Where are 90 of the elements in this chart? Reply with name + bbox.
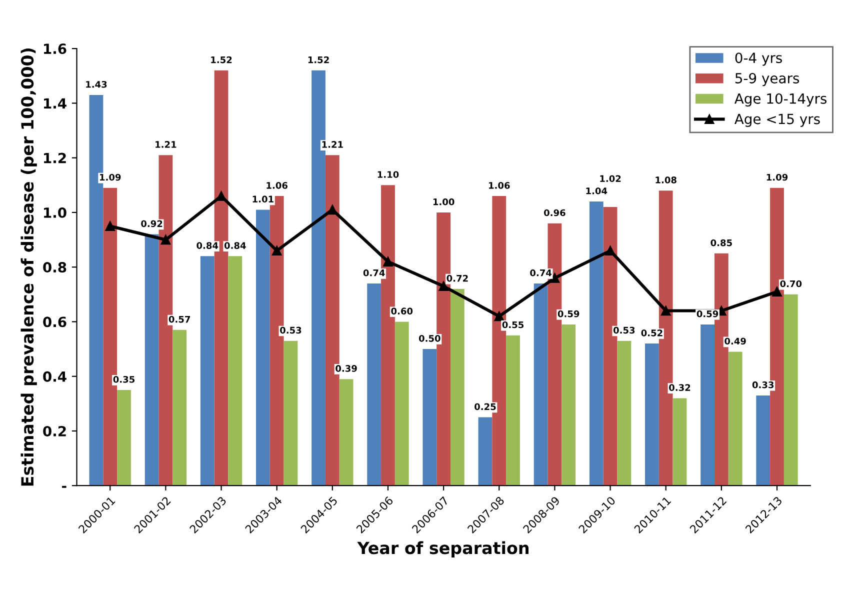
data-label: 1.01 — [252, 196, 274, 203]
y-tick-label: 1.4 — [44, 98, 66, 108]
data-label: 0.84 — [196, 242, 218, 249]
data-label: 0.57 — [168, 316, 190, 323]
bar — [478, 417, 492, 486]
data-label: 0.52 — [641, 330, 662, 336]
data-label: 1.09 — [100, 174, 121, 181]
bar — [200, 256, 214, 486]
data-label: 0.59 — [558, 310, 580, 318]
data-label: 0.39 — [336, 365, 357, 372]
point — [550, 273, 560, 283]
bar — [784, 294, 798, 486]
data-label: 1.52 — [211, 56, 232, 64]
legend-label: 0-4 yrs — [735, 52, 782, 66]
bar — [450, 288, 464, 486]
point — [160, 234, 171, 245]
y-tick-label: 1.2 — [44, 152, 66, 164]
point — [383, 256, 393, 266]
data-label: 0.74 — [530, 269, 552, 276]
point — [216, 191, 226, 201]
point — [605, 246, 616, 256]
data-label: 0.72 — [446, 274, 468, 282]
data-label: 0.96 — [544, 209, 566, 216]
point — [772, 286, 782, 297]
point — [272, 246, 282, 256]
legend-label: Age <15 yrs — [734, 114, 820, 127]
legend-label: Age 10-14yrs — [734, 93, 827, 107]
data-label: 0.53 — [280, 326, 302, 334]
data-label: 1.00 — [433, 198, 454, 206]
bar — [228, 256, 242, 486]
data-label: 0.70 — [780, 280, 802, 288]
bar — [728, 352, 742, 486]
bar — [589, 202, 604, 486]
bar — [117, 390, 131, 486]
data-label: 1.09 — [766, 174, 788, 181]
y-tick-label: 1.6 — [44, 44, 66, 54]
data-label: 0.53 — [613, 326, 635, 334]
bar — [284, 340, 298, 486]
legend-label: 5-9 years — [735, 72, 800, 86]
bar — [534, 283, 548, 486]
x-axis-title: Year of separation — [357, 541, 528, 558]
data-label: 0.74 — [363, 269, 385, 276]
data-label: 1.06 — [489, 182, 510, 189]
bar — [672, 398, 687, 486]
y-tick-label: 0.2 — [43, 426, 66, 436]
bar — [562, 324, 576, 486]
data-label: 0.25 — [474, 403, 496, 410]
bar — [144, 234, 159, 486]
bar — [700, 324, 714, 486]
data-label: 0.84 — [224, 242, 246, 249]
data-label: 1.06 — [266, 182, 288, 189]
bar — [367, 283, 382, 486]
point — [494, 311, 504, 322]
data-label: 0.50 — [418, 334, 440, 342]
bar — [339, 379, 354, 486]
data-label: 0.35 — [113, 376, 135, 383]
data-label: 1.04 — [586, 187, 608, 194]
bar — [506, 335, 520, 486]
data-label: 1.21 — [322, 141, 343, 148]
data-label: 0.33 — [752, 381, 774, 388]
data-label: 0.92 — [141, 220, 162, 228]
y-axis-title: Estimated prevalence of disease (per 100,000) — [20, 48, 37, 486]
y-tick-label: 0.4 — [43, 371, 66, 382]
data-label: 0.32 — [669, 384, 690, 391]
bar — [422, 349, 437, 486]
data-label: 1.08 — [656, 176, 676, 184]
data-label: 1.02 — [600, 175, 621, 182]
point — [328, 204, 338, 215]
data-label: 0.55 — [502, 321, 524, 328]
point — [438, 281, 448, 292]
y-tick-label: 0.6 — [43, 316, 66, 328]
data-label: 0.85 — [710, 239, 732, 246]
y-tick-label: 1.0 — [44, 207, 66, 218]
data-label: 0.60 — [391, 308, 413, 314]
data-label: 0.59 — [696, 310, 718, 318]
bar — [256, 210, 270, 486]
data-label: 1.52 — [308, 56, 329, 64]
data-label: 1.21 — [156, 141, 176, 148]
bar — [756, 395, 770, 486]
bar — [645, 344, 659, 486]
data-label: 0.49 — [724, 338, 746, 345]
bar — [617, 340, 632, 486]
y-tick-label: - — [62, 486, 66, 488]
data-label: 1.43 — [86, 80, 107, 88]
point — [105, 221, 115, 231]
point — [660, 306, 671, 316]
bar — [172, 330, 187, 486]
y-tick-label: 0.8 — [43, 262, 66, 273]
bar — [394, 322, 409, 486]
data-label: 1.10 — [378, 171, 399, 178]
